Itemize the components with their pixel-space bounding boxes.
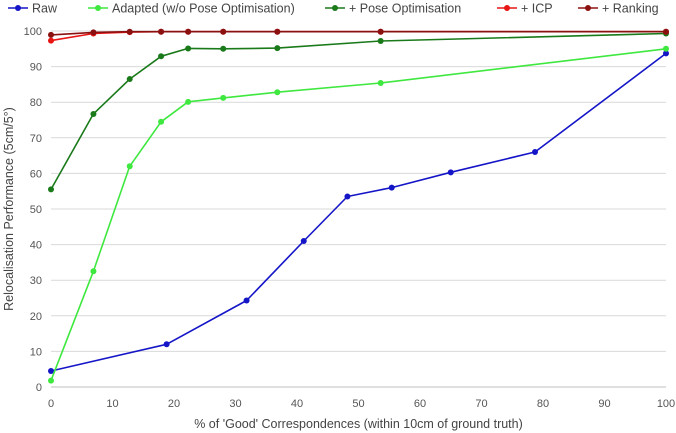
- legend-label: Raw: [32, 2, 58, 16]
- legend-label: + ICP: [521, 2, 553, 16]
- data-point: [90, 29, 97, 36]
- data-point: [90, 110, 97, 117]
- data-point: [90, 268, 97, 275]
- legend-swatch-marker: [504, 5, 510, 11]
- legend-label: + Ranking: [602, 2, 659, 16]
- legend-swatch-marker: [332, 5, 338, 11]
- legend-swatch-marker: [585, 5, 591, 11]
- series-4: [48, 28, 669, 38]
- data-point: [300, 238, 307, 245]
- data-point: [158, 53, 165, 60]
- data-point: [220, 45, 227, 52]
- y-tick-label: 40: [30, 240, 42, 252]
- y-tick-label: 80: [30, 97, 42, 109]
- series-2: [48, 30, 669, 193]
- legend-item: + Ranking: [578, 2, 659, 16]
- x-tick-label: 90: [598, 398, 610, 410]
- series-line: [50, 52, 667, 372]
- data-point: [663, 50, 669, 57]
- data-point: [377, 37, 384, 44]
- data-point: [48, 37, 54, 44]
- series-line: [50, 48, 667, 381]
- y-axis-title: Relocalisation Performance (5cm/5°): [2, 107, 16, 311]
- data-point: [532, 149, 539, 156]
- y-tick-label: 90: [30, 62, 42, 74]
- series-lines: [48, 28, 669, 384]
- x-tick-label: 30: [229, 398, 241, 410]
- data-point: [185, 45, 192, 52]
- data-point: [126, 76, 133, 83]
- x-tick-label: 20: [168, 398, 180, 410]
- data-point: [185, 28, 192, 35]
- x-tick-label: 70: [475, 398, 487, 410]
- legend: Raw Adapted (w/o Pose Optimisation) + Pose…: [8, 2, 659, 16]
- data-point: [274, 89, 281, 96]
- legend-item: Raw: [8, 2, 58, 16]
- x-axis-title: % of 'Good' Correspondences (within 10cm…: [194, 417, 523, 431]
- data-point: [447, 169, 454, 176]
- data-point: [220, 28, 227, 35]
- data-point: [48, 367, 54, 374]
- x-tick-label: 0: [48, 398, 54, 410]
- y-tick-label: 70: [30, 133, 42, 145]
- series-line: [50, 32, 667, 190]
- y-tick-label: 10: [30, 346, 42, 358]
- legend-item: + ICP: [497, 2, 553, 16]
- legend-item: + Pose Optimisation: [325, 2, 461, 16]
- data-point: [663, 45, 669, 52]
- data-point: [220, 94, 227, 101]
- data-point: [344, 193, 351, 200]
- y-tick-label: 50: [30, 204, 42, 216]
- legend-swatch-marker: [15, 5, 21, 11]
- legend-item: Adapted (w/o Pose Optimisation): [88, 2, 295, 16]
- data-point: [126, 163, 133, 170]
- x-tick-label: 10: [106, 398, 118, 410]
- legend-label: Adapted (w/o Pose Optimisation): [112, 2, 295, 16]
- legend-swatch-marker: [95, 5, 101, 11]
- data-point: [126, 28, 133, 35]
- data-point: [274, 45, 281, 52]
- data-point: [48, 377, 54, 384]
- data-point: [377, 28, 384, 35]
- data-point: [48, 31, 54, 38]
- x-tick-label: 80: [537, 398, 549, 410]
- data-point: [163, 341, 170, 348]
- data-point: [377, 79, 384, 86]
- series-1: [48, 45, 669, 384]
- axes: 0 10 20 30 40 50 60 70 80 90 100 0 10 20 30 40 50 60 70 80 9…: [24, 26, 676, 410]
- y-tick-label: 30: [30, 275, 42, 287]
- x-tick-label: 100: [657, 398, 675, 410]
- data-point: [158, 28, 165, 35]
- data-point: [158, 118, 165, 125]
- data-point: [185, 98, 192, 105]
- data-point: [274, 28, 281, 35]
- series-0: [48, 50, 669, 374]
- data-point: [663, 28, 669, 35]
- x-tick-label: 40: [291, 398, 303, 410]
- y-tick-label: 100: [24, 26, 42, 38]
- data-point: [243, 297, 250, 304]
- x-tick-label: 60: [414, 398, 426, 410]
- y-tick-label: 20: [30, 311, 42, 323]
- series-line: [50, 30, 666, 36]
- y-tick-label: 60: [30, 168, 42, 180]
- data-point: [48, 186, 54, 193]
- data-point: [388, 184, 395, 191]
- x-tick-label: 50: [352, 398, 364, 410]
- y-tick-label: 0: [36, 382, 42, 394]
- legend-label: + Pose Optimisation: [349, 2, 461, 16]
